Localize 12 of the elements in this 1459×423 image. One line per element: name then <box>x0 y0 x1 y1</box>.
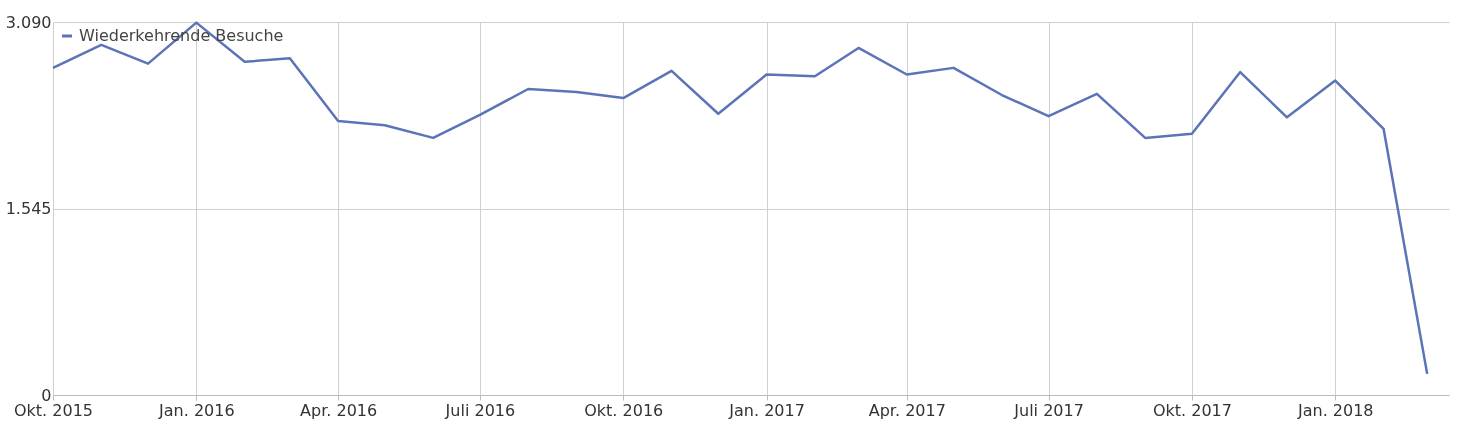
x-tick-label: Apr. 2017 <box>868 400 946 420</box>
x-tick-label: Jan. 2016 <box>158 400 235 420</box>
x-tick-label: Apr. 2016 <box>300 400 378 420</box>
x-tick-label: Okt. 2016 <box>584 400 664 420</box>
x-tick-label: Juli 2016 <box>444 400 516 420</box>
y-tick-label: 3.090 <box>5 12 52 32</box>
x-tick-label: Jan. 2018 <box>1296 400 1374 420</box>
x-tick-label: Jan. 2017 <box>728 400 805 420</box>
x-tick-label: Okt. 2017 <box>1152 400 1232 420</box>
x-tick-label: Juli 2017 <box>1013 400 1084 420</box>
y-tick-label: 1.545 <box>5 199 52 218</box>
line-series <box>51 21 1429 376</box>
